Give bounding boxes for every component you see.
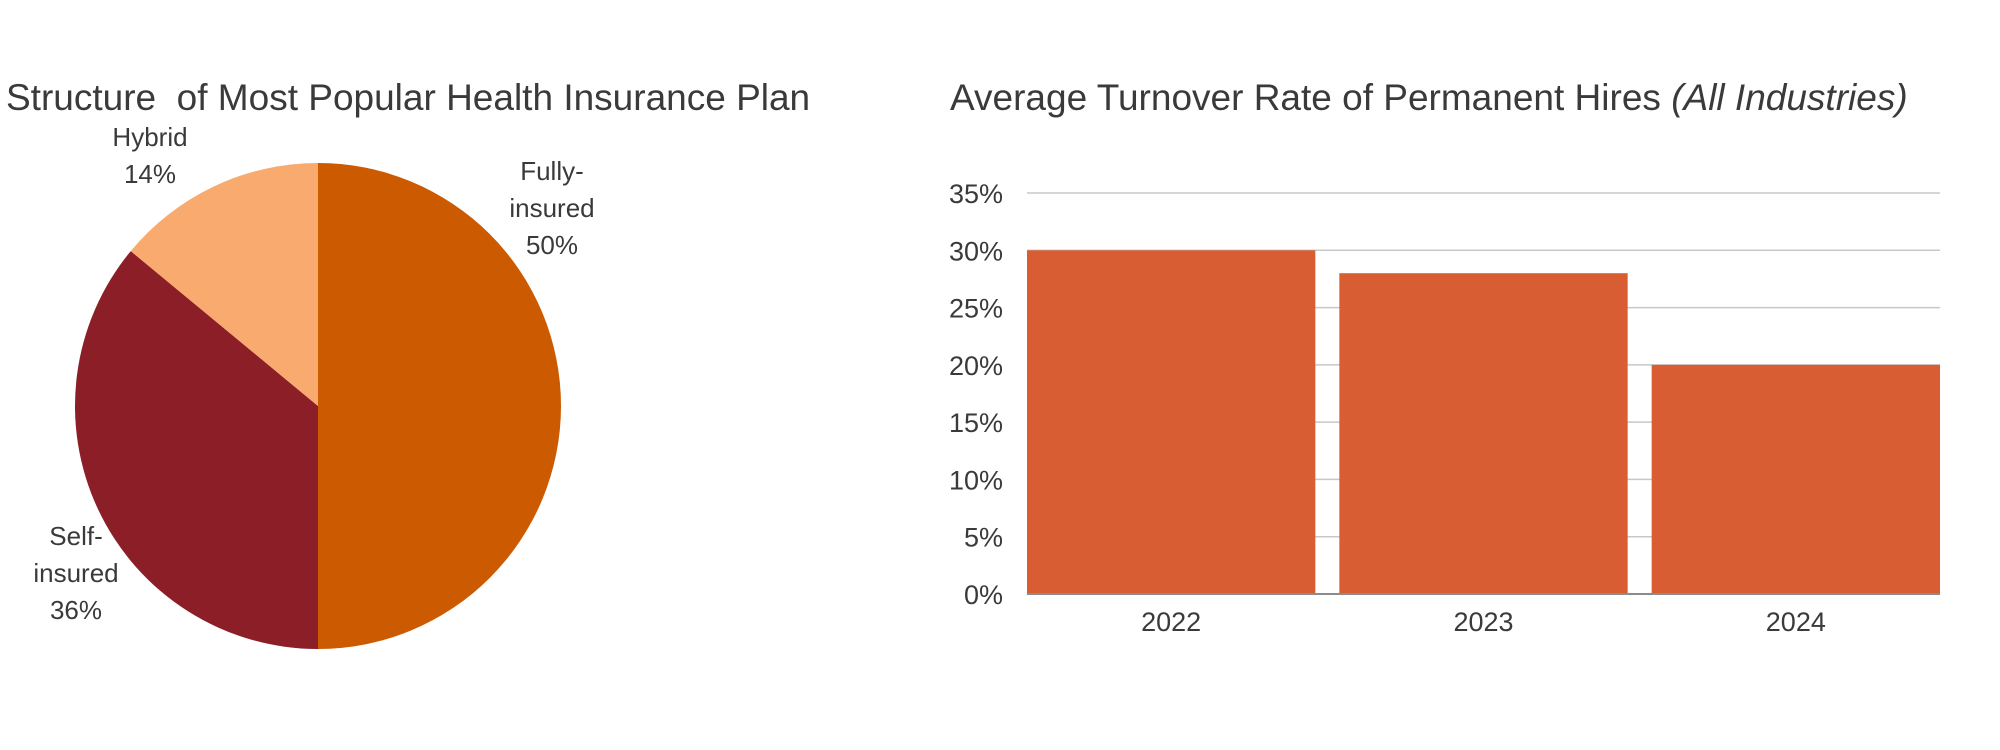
x-tick-label: 2022 (1141, 607, 1201, 637)
pie-slice (74, 251, 319, 650)
x-tick-label: 2024 (1766, 607, 1826, 637)
bar-x-ticks: 2022 2023 2024 (1141, 607, 1826, 637)
y-tick-label: 30% (949, 236, 1003, 266)
x-tick-label: 2023 (1453, 607, 1513, 637)
bar-chart: Average Turnover Rate of Permanent Hires… (949, 77, 1940, 637)
bar (1027, 250, 1316, 595)
pie-slice-label: Self-insured 36% (33, 521, 118, 625)
bar (1339, 273, 1628, 594)
y-tick-label: 35% (949, 179, 1003, 209)
pie-slice-label: Fully-insured 50% (509, 156, 594, 260)
y-tick-label: 10% (949, 465, 1003, 495)
pie-chart: Structure of Most Popular Health Insuran… (6, 77, 810, 650)
bar-bars (1027, 250, 1940, 595)
pie-slice-label: Hybrid 14% (112, 122, 187, 189)
pie-slices (74, 163, 561, 650)
pie-labels: Fully-insured 50% Self-insured 36% Hybrid 14% (33, 122, 594, 625)
bar-chart-title-italic: (All Industries) (1671, 77, 1907, 118)
y-tick-label: 5% (964, 523, 1003, 553)
y-tick-label: 0% (964, 580, 1003, 610)
pie-chart-title: Structure of Most Popular Health Insuran… (6, 77, 810, 118)
bar-y-ticks: 0% 5% 10% 15% 20% 25% 30% 35% (949, 179, 1003, 610)
pie-slice (318, 163, 561, 649)
y-tick-label: 25% (949, 294, 1003, 324)
pie-slice (130, 163, 318, 406)
y-tick-label: 20% (949, 351, 1003, 381)
bar-chart-title-main: Average Turnover Rate of Permanent Hires (950, 77, 1661, 118)
bar-chart-title: Average Turnover Rate of Permanent Hires… (950, 77, 1908, 118)
y-tick-label: 15% (949, 408, 1003, 438)
bar (1651, 364, 1940, 594)
